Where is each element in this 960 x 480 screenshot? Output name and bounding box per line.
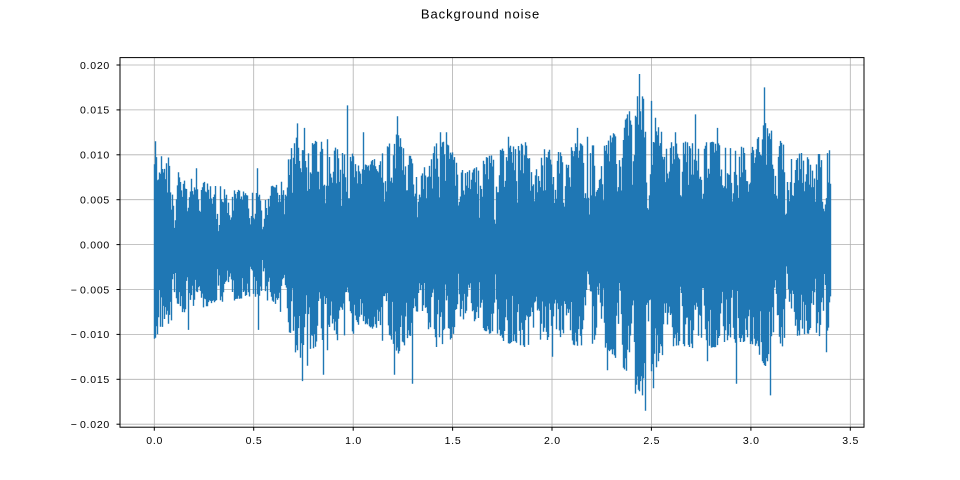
svg-text:0.015: 0.015 [80,105,110,117]
svg-text:3.0: 3.0 [743,435,760,447]
svg-text:1.0: 1.0 [345,435,362,447]
svg-text:0.0: 0.0 [146,435,163,447]
svg-text:0.010: 0.010 [80,150,110,162]
svg-text:2.0: 2.0 [544,435,561,447]
svg-text:3.5: 3.5 [842,435,859,447]
svg-text:0.000: 0.000 [80,239,110,251]
svg-text:Background noise: Background noise [421,7,540,22]
svg-text:0.020: 0.020 [80,60,110,72]
svg-text:−0.005: −0.005 [71,284,110,296]
svg-text:−0.015: −0.015 [71,374,110,386]
svg-text:2.5: 2.5 [643,435,660,447]
svg-text:0.005: 0.005 [80,195,110,207]
svg-text:−0.010: −0.010 [71,329,110,341]
svg-text:0.5: 0.5 [246,435,263,447]
svg-text:1.5: 1.5 [445,435,462,447]
svg-text:−0.020: −0.020 [71,419,110,431]
